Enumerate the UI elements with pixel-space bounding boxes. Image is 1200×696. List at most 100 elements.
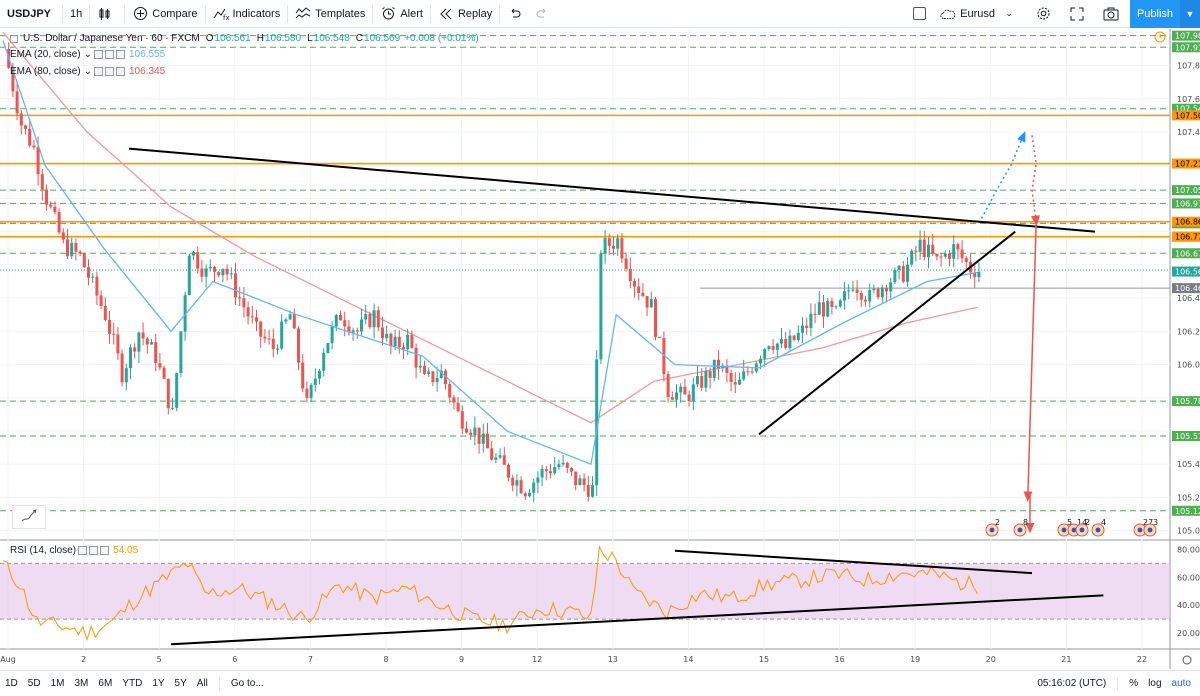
candle-body xyxy=(914,250,918,252)
snapshot-button[interactable] xyxy=(1096,0,1130,28)
clock-readout[interactable]: 05:16:02 (UTC) xyxy=(1037,678,1107,689)
eye-icon[interactable] xyxy=(93,50,103,59)
log-scale-toggle[interactable]: log xyxy=(1148,678,1162,689)
auto-scale-toggle[interactable]: auto xyxy=(1171,678,1191,689)
event-count: 3 xyxy=(1153,518,1158,527)
green-level-badge-bg xyxy=(1172,185,1200,196)
candle-body xyxy=(565,462,569,469)
range-5d-button[interactable]: 5D xyxy=(27,678,41,689)
range-1y-button[interactable]: 1Y xyxy=(152,678,165,689)
replay-button[interactable]: Replay xyxy=(431,0,499,28)
close-icon[interactable] xyxy=(115,67,125,76)
close-icon[interactable] xyxy=(100,546,110,555)
percent-scale-toggle[interactable]: % xyxy=(1129,678,1139,689)
price-tick-label: 105.20 xyxy=(1177,493,1200,502)
collapse-legend-icon[interactable] xyxy=(10,34,18,43)
candle-body xyxy=(116,334,120,354)
candle-body xyxy=(826,300,830,317)
gear-icon[interactable] xyxy=(89,546,99,555)
candle-body xyxy=(57,212,61,233)
compare-button[interactable]: Compare xyxy=(125,0,204,28)
publish-button[interactable]: Publish xyxy=(1130,0,1180,28)
goto-button[interactable]: Go to... xyxy=(230,678,264,689)
candle-body xyxy=(486,433,489,449)
rsi-tick-label: 80.00 xyxy=(1177,545,1200,554)
undo-button[interactable] xyxy=(500,0,534,28)
close-label: C xyxy=(355,33,364,44)
candle-body xyxy=(355,330,359,332)
candle-body xyxy=(859,292,863,300)
candle-body xyxy=(402,347,405,350)
gear-icon[interactable] xyxy=(104,50,114,59)
candle-body xyxy=(586,485,590,497)
eye-icon[interactable] xyxy=(78,546,88,555)
candle-body xyxy=(326,343,330,353)
green-level-badge: 106.97 xyxy=(1175,199,1200,208)
candle-body xyxy=(280,321,284,349)
gear-icon[interactable] xyxy=(104,67,114,76)
time-tick-label: 8 xyxy=(383,655,388,664)
orange-level-badge-bg xyxy=(1172,158,1200,169)
ema80-legend[interactable]: EMA (80, close) ⌄ 106.345 xyxy=(10,66,165,77)
candle-body xyxy=(591,485,594,497)
alert-button[interactable]: Alert xyxy=(373,0,430,28)
candle-body xyxy=(746,371,750,373)
candle-body xyxy=(922,239,926,258)
eye-icon[interactable] xyxy=(93,67,103,76)
candle-body xyxy=(502,455,506,465)
range-all-button[interactable]: All xyxy=(196,678,208,689)
candle-body xyxy=(95,276,99,296)
chevron-down-icon[interactable]: ⌄ xyxy=(83,49,92,60)
candle-body xyxy=(292,314,296,329)
candle-body xyxy=(397,336,401,348)
ema20-value: 106.555 xyxy=(128,49,166,60)
rsi-legend[interactable]: RSI (14, close) 54.05 xyxy=(10,545,138,556)
price-tick-label: 106.20 xyxy=(1177,327,1200,336)
indicators-button[interactable]: fx Indicators xyxy=(206,0,288,28)
templates-button[interactable]: Templates xyxy=(288,0,372,28)
candle-body xyxy=(334,315,338,327)
range-3m-button[interactable]: 3M xyxy=(74,678,89,689)
toolbar-divider xyxy=(62,4,63,23)
candle-body xyxy=(200,268,204,277)
candle-body xyxy=(288,314,292,320)
projection-dotted-zigzag xyxy=(1030,135,1040,227)
candle-body xyxy=(112,333,116,335)
time-tick-label: 16 xyxy=(835,655,845,664)
candle-body xyxy=(679,386,683,393)
drawing-tools-button[interactable] xyxy=(12,505,46,529)
rsi-value: 54.05 xyxy=(113,545,139,556)
ema20-legend[interactable]: EMA (20, close) ⌄ 106.555 xyxy=(10,49,165,60)
candle-body xyxy=(175,372,179,408)
close-icon[interactable] xyxy=(115,50,125,59)
candle-body xyxy=(927,244,930,258)
economic-events[interactable]: 2 8 5 142 4 27 3 xyxy=(985,518,1158,537)
range-1d-button[interactable]: 1D xyxy=(5,678,18,689)
range-6m-button[interactable]: 6M xyxy=(98,678,113,689)
chevron-down-icon[interactable]: ⌄ xyxy=(83,66,92,77)
trendlines[interactable] xyxy=(128,147,1096,436)
redo-button[interactable] xyxy=(534,0,561,28)
range-ytd-button[interactable]: YTD xyxy=(122,678,143,689)
fullscreen-layout-button[interactable] xyxy=(906,0,933,28)
compare-label: Compare xyxy=(152,7,198,20)
candle-body xyxy=(788,335,792,348)
range-1m-button[interactable]: 1M xyxy=(50,678,65,689)
time-tick-label: 14 xyxy=(683,655,693,664)
candle-body xyxy=(343,320,347,327)
interval-button[interactable]: 1h xyxy=(63,0,89,28)
range-5y-button[interactable]: 5Y xyxy=(174,678,187,689)
projection-arrows[interactable] xyxy=(980,131,1040,534)
layout-menu-button[interactable]: Eurusd ⌄ xyxy=(933,0,1028,28)
publish-menu-button[interactable]: ▼ xyxy=(1180,0,1200,28)
symbol-search-button[interactable]: USDJPY xyxy=(0,0,62,28)
settings-button[interactable] xyxy=(1028,0,1062,28)
fullscreen-button[interactable] xyxy=(1062,0,1096,28)
event-count: 14 xyxy=(1077,518,1087,527)
candle-body xyxy=(284,319,288,322)
candle-body xyxy=(255,317,258,322)
chart-type-button[interactable] xyxy=(90,0,124,28)
candle-body xyxy=(683,386,687,395)
